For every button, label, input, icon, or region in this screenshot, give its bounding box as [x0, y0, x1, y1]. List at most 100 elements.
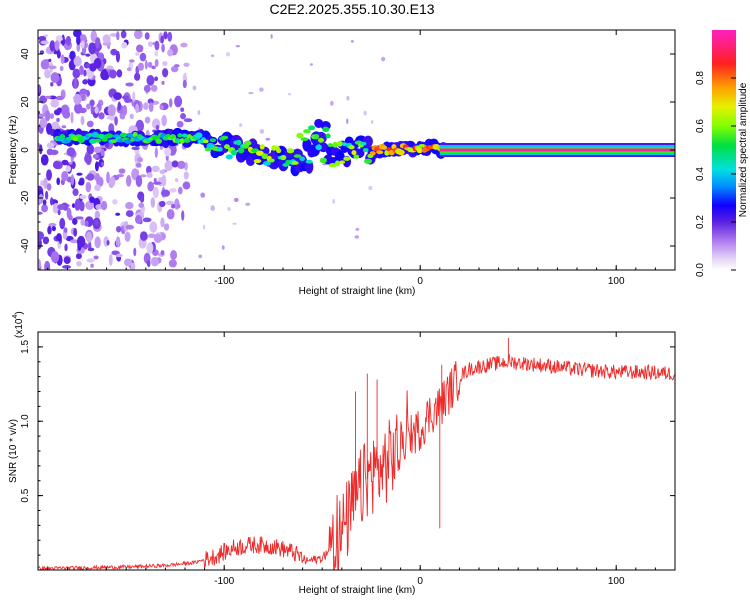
noise-blob [42, 236, 50, 245]
spectrogram-panel: -100 0 100 -40 -20 0 20 40 Height of straight l… [8, 29, 676, 297]
noise-blob [134, 72, 141, 81]
noise-blob [170, 204, 176, 209]
band-core [119, 132, 128, 138]
noise-blob [143, 102, 149, 111]
noise-blob [151, 165, 160, 173]
noise-blob [83, 69, 87, 77]
noise-blob [126, 67, 132, 72]
noise-blob [48, 58, 52, 63]
noise-blob [135, 52, 140, 56]
noise-blob [381, 56, 386, 62]
band-core [209, 138, 217, 143]
noise-blob [227, 207, 231, 212]
noise-blob [159, 169, 166, 175]
noise-blob [100, 200, 108, 211]
noise-blob [154, 58, 159, 67]
noise-blob [116, 31, 120, 41]
band-halo [363, 135, 373, 148]
noise-blob [59, 217, 66, 230]
noise-blob [44, 190, 49, 200]
band-core [376, 150, 384, 155]
snr-scale-exponent: 4 [12, 315, 19, 319]
noise-blob [153, 177, 157, 183]
spectrogram-ytick-label: 20 [20, 96, 31, 108]
snr-panel: -100 0 100 0.5 1.0 1.5 Height of straight lin… [8, 311, 676, 596]
noise-blob [38, 36, 47, 41]
noise-blob [181, 210, 185, 221]
noise-blob [355, 227, 360, 231]
noise-blob [125, 210, 134, 218]
noise-blob [154, 76, 158, 81]
noise-blob [86, 258, 95, 263]
noise-blob [134, 214, 142, 224]
noise-blob [80, 219, 86, 226]
noise-blob [164, 160, 174, 172]
noise-blob [86, 103, 91, 110]
noise-blob [330, 100, 334, 106]
noise-blob [39, 117, 48, 129]
snr-ytick-label: 0.5 [20, 488, 31, 502]
noise-blob [288, 92, 292, 96]
noise-blob [160, 250, 165, 256]
noise-blob [115, 212, 121, 216]
noise-blob [56, 177, 61, 186]
noise-blob [159, 200, 166, 208]
band-core [364, 158, 373, 164]
noise-blob [363, 110, 367, 116]
band-core [362, 147, 369, 153]
band-core [105, 133, 114, 139]
noise-blob [81, 46, 87, 54]
noise-blob [76, 260, 82, 267]
band-core [259, 144, 265, 150]
band-core [334, 160, 341, 167]
band-core [244, 140, 252, 146]
noise-blob [54, 40, 60, 51]
snr-scale-label: (x10 [14, 318, 25, 338]
noise-blob [38, 144, 43, 155]
noise-blob [60, 40, 66, 45]
noise-blob [232, 222, 237, 225]
noise-blob [152, 186, 159, 199]
band-core [268, 158, 275, 163]
noise-blob [61, 170, 69, 182]
noise-blob [368, 186, 373, 190]
noise-blob [125, 82, 134, 87]
noise-blob [45, 122, 53, 135]
band-core [328, 163, 337, 168]
noise-blob [180, 42, 188, 48]
noise-blob [42, 199, 47, 206]
noise-blob [39, 50, 45, 55]
band-core [276, 148, 282, 154]
noise-blob [68, 161, 73, 165]
noise-blob [147, 41, 153, 47]
noise-blob [160, 217, 165, 228]
noise-blob [150, 197, 156, 208]
noise-blob [50, 72, 60, 83]
noise-blob [57, 209, 61, 216]
noise-blob [122, 104, 128, 116]
noise-blob [265, 137, 271, 141]
noise-blob [65, 35, 72, 46]
noise-blob [166, 209, 175, 220]
band-core [416, 147, 424, 154]
noise-blob [169, 188, 177, 193]
noise-blob [73, 56, 82, 67]
noise-blob [74, 103, 83, 114]
noise-blob [63, 227, 68, 233]
noise-blob [221, 245, 225, 250]
noise-blob [139, 195, 145, 203]
noise-blob [50, 99, 60, 108]
noise-blob [46, 142, 55, 149]
noise-blob [89, 196, 96, 204]
spectrogram-ytick-label: -20 [20, 190, 31, 205]
noise-blob [109, 176, 116, 187]
noise-blob [123, 258, 133, 267]
noise-blob [52, 160, 61, 169]
spectrogram-ylabel: Frequency (Hz) [8, 116, 19, 185]
noise-blob [161, 43, 165, 53]
noise-blob [117, 101, 122, 111]
noise-blob [346, 118, 349, 125]
band-core [327, 143, 334, 148]
figure-title: C2E2.2025.355.10.30.E13 [269, 1, 434, 17]
